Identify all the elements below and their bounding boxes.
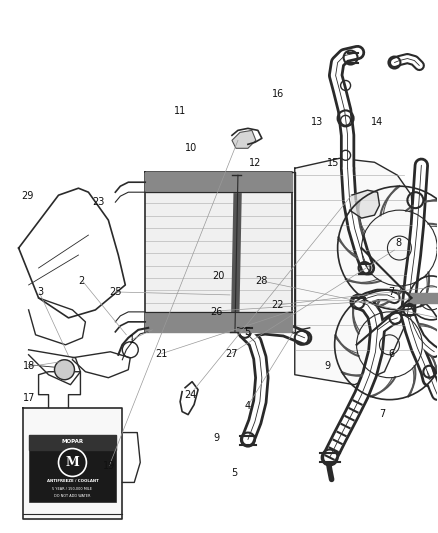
Text: 5: 5 (244, 327, 251, 337)
Text: 18: 18 (23, 361, 35, 372)
Text: 22: 22 (272, 300, 284, 310)
Polygon shape (232, 131, 256, 148)
FancyBboxPatch shape (28, 434, 117, 503)
Text: 17: 17 (23, 393, 35, 403)
Text: 7: 7 (380, 409, 386, 419)
Text: 28: 28 (256, 277, 268, 286)
Text: 14: 14 (371, 117, 383, 127)
Text: 15: 15 (327, 158, 339, 168)
Text: 4: 4 (244, 401, 251, 411)
Text: 7: 7 (389, 287, 395, 297)
Polygon shape (350, 190, 379, 218)
Text: DO NOT ADD WATER: DO NOT ADD WATER (54, 495, 91, 498)
Polygon shape (28, 434, 117, 449)
Text: 6: 6 (389, 349, 395, 359)
Text: ANTIFREEZE / COOLANT: ANTIFREEZE / COOLANT (46, 480, 99, 483)
Polygon shape (23, 408, 122, 519)
Polygon shape (145, 312, 292, 332)
Text: 26: 26 (211, 306, 223, 317)
Polygon shape (145, 175, 292, 330)
Polygon shape (295, 158, 414, 385)
Text: 10: 10 (184, 143, 197, 154)
Text: 9: 9 (214, 433, 220, 443)
Text: 16: 16 (272, 88, 284, 99)
Polygon shape (145, 172, 292, 192)
Text: M: M (66, 456, 79, 469)
Text: 1: 1 (129, 335, 135, 345)
Text: 20: 20 (212, 271, 224, 281)
Text: 9: 9 (324, 361, 330, 372)
Text: 24: 24 (184, 390, 197, 400)
Text: MOPAR: MOPAR (61, 439, 84, 444)
Text: 5 YEAR / 150,000 MILE: 5 YEAR / 150,000 MILE (53, 487, 92, 491)
Text: 21: 21 (155, 349, 168, 359)
Text: 2: 2 (78, 277, 85, 286)
Text: 23: 23 (93, 197, 105, 207)
Text: 19: 19 (103, 461, 115, 471)
Text: 29: 29 (21, 191, 34, 201)
Text: 3: 3 (37, 287, 43, 297)
Text: 27: 27 (225, 349, 237, 359)
Text: 8: 8 (395, 238, 401, 247)
Text: 12: 12 (249, 158, 261, 168)
Text: 13: 13 (311, 117, 323, 127)
Text: 5: 5 (231, 468, 237, 478)
Text: 25: 25 (109, 287, 121, 297)
Text: 11: 11 (173, 106, 186, 116)
Circle shape (59, 449, 86, 477)
Circle shape (54, 360, 74, 379)
